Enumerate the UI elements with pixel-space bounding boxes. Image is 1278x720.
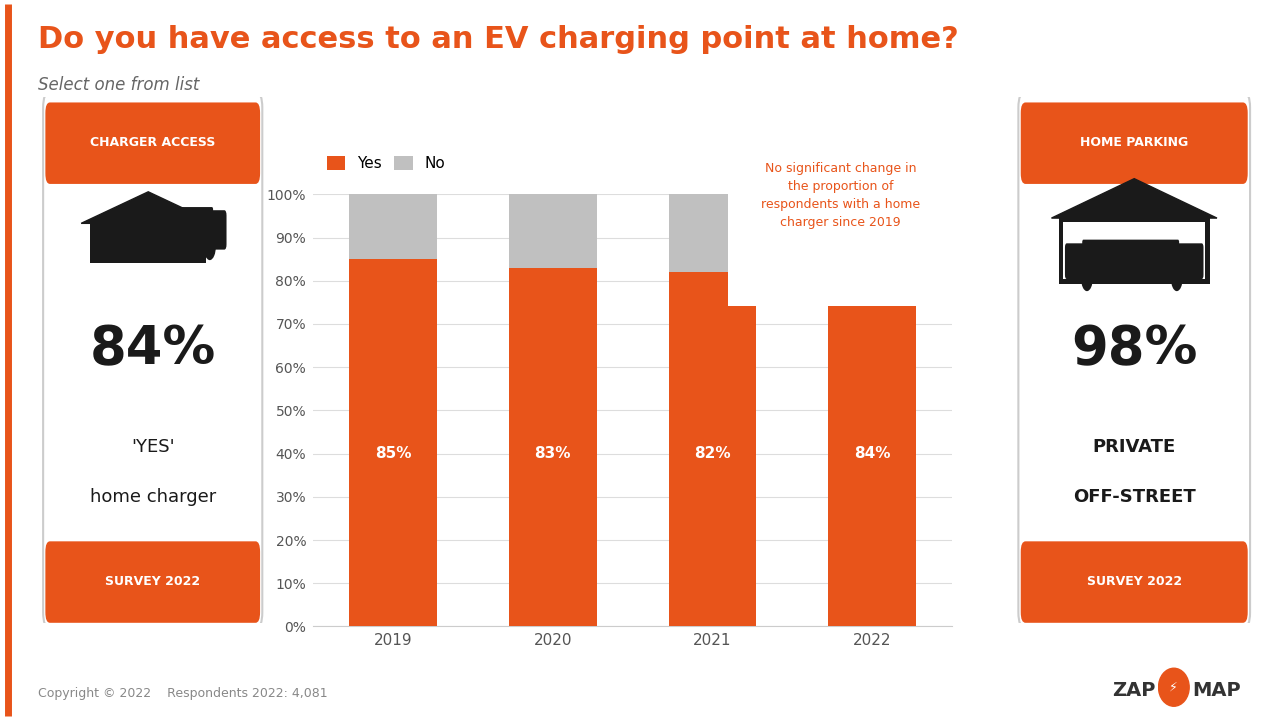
- Text: MAP: MAP: [1192, 681, 1241, 700]
- Text: 83%: 83%: [534, 446, 571, 461]
- Text: ⚡: ⚡: [1169, 680, 1178, 694]
- FancyBboxPatch shape: [169, 207, 213, 233]
- FancyBboxPatch shape: [723, 89, 956, 310]
- Text: 98%: 98%: [1071, 323, 1197, 376]
- Circle shape: [1081, 265, 1093, 291]
- Text: 82%: 82%: [694, 446, 731, 461]
- FancyBboxPatch shape: [43, 92, 262, 628]
- Text: SURVEY 2022: SURVEY 2022: [105, 575, 201, 588]
- Legend: Yes, No: Yes, No: [321, 150, 452, 178]
- Text: SURVEY 2022: SURVEY 2022: [1086, 575, 1182, 588]
- Text: HOME PARKING: HOME PARKING: [1080, 136, 1189, 149]
- Text: 84%: 84%: [89, 323, 216, 376]
- Circle shape: [1158, 668, 1189, 706]
- Text: Copyright © 2022    Respondents 2022: 4,081: Copyright © 2022 Respondents 2022: 4,081: [38, 687, 328, 700]
- Bar: [828, 264, 916, 626]
- Text: No significant change in
the proportion of
respondents with a home
charger since: No significant change in the proportion …: [760, 162, 920, 229]
- Text: CHARGER ACCESS: CHARGER ACCESS: [89, 136, 216, 149]
- FancyBboxPatch shape: [1063, 222, 1205, 279]
- Bar: [349, 259, 437, 626]
- FancyBboxPatch shape: [155, 210, 226, 250]
- Bar: [668, 272, 757, 626]
- Bar: [828, 194, 916, 264]
- FancyBboxPatch shape: [1082, 240, 1180, 261]
- Text: home charger: home charger: [89, 487, 216, 505]
- Bar: [349, 194, 437, 259]
- Text: 'YES': 'YES': [130, 438, 175, 456]
- FancyBboxPatch shape: [46, 541, 261, 623]
- Bar: [509, 268, 597, 626]
- FancyBboxPatch shape: [1058, 215, 1210, 284]
- FancyBboxPatch shape: [89, 221, 207, 263]
- FancyBboxPatch shape: [1019, 92, 1250, 628]
- Text: Do you have access to an EV charging point at home?: Do you have access to an EV charging poi…: [38, 25, 958, 54]
- FancyBboxPatch shape: [1021, 102, 1247, 184]
- Text: 84%: 84%: [854, 446, 891, 461]
- FancyBboxPatch shape: [1021, 541, 1247, 623]
- Circle shape: [1171, 265, 1182, 291]
- FancyBboxPatch shape: [46, 102, 261, 184]
- Text: PRIVATE: PRIVATE: [1093, 438, 1176, 456]
- Circle shape: [165, 230, 178, 260]
- Bar: [509, 194, 597, 268]
- Text: ZAP: ZAP: [1112, 681, 1155, 700]
- Text: 85%: 85%: [374, 446, 412, 461]
- Text: OFF-STREET: OFF-STREET: [1072, 487, 1196, 505]
- Circle shape: [203, 230, 216, 260]
- Text: Select one from list: Select one from list: [38, 76, 199, 94]
- FancyBboxPatch shape: [1065, 243, 1204, 279]
- Bar: [668, 194, 757, 272]
- Polygon shape: [1052, 179, 1217, 218]
- Polygon shape: [82, 192, 215, 223]
